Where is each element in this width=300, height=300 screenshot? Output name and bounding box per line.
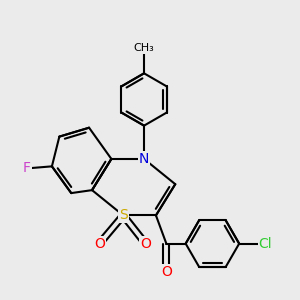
Text: O: O: [94, 237, 105, 250]
Text: O: O: [140, 237, 151, 250]
Text: S: S: [119, 208, 128, 222]
Text: CH₃: CH₃: [134, 44, 154, 53]
Text: N: N: [139, 152, 149, 166]
Text: Cl: Cl: [259, 237, 272, 250]
Text: O: O: [161, 265, 172, 279]
Text: F: F: [23, 161, 31, 176]
